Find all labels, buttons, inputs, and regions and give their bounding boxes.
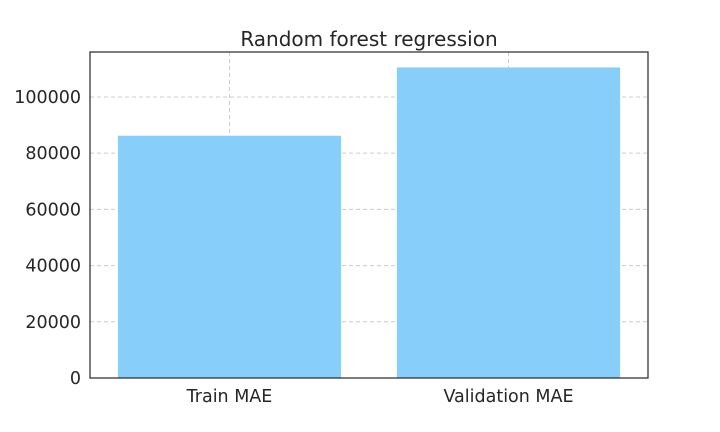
y-axis: 0 20000 40000 60000 80000 100000 [14, 88, 81, 389]
bar [396, 67, 621, 378]
bar-layer [117, 67, 621, 378]
plot-frame [89, 51, 649, 379]
chart-title: Random forest regression [240, 27, 497, 51]
y-tick-label: 80000 [25, 144, 81, 164]
y-tick-label: 0 [70, 369, 81, 389]
bar [117, 135, 342, 378]
y-tick-label: 60000 [25, 200, 81, 220]
y-tick-label: 40000 [25, 257, 81, 277]
y-tick-label: 100000 [14, 88, 81, 108]
x-tick-label: Train MAE [186, 387, 273, 407]
x-axis: Train MAE Validation MAE [186, 387, 574, 407]
x-tick-label: Validation MAE [443, 387, 573, 407]
y-tick-label: 20000 [25, 313, 81, 333]
